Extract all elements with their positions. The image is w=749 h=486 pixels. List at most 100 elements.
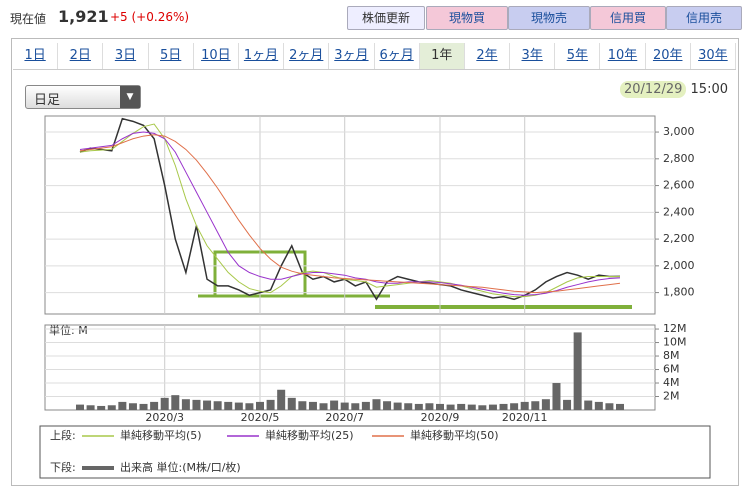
volume-bar: [308, 401, 317, 410]
price-label: 現在値: [10, 12, 47, 26]
volume-bar: [330, 400, 339, 410]
volume-bar: [393, 402, 402, 410]
tab[interactable]: 2ヶ月: [284, 43, 330, 69]
tab[interactable]: 5日: [149, 43, 194, 69]
button[interactable]: 現物売: [508, 6, 590, 30]
y-tick-label: 8M: [663, 349, 680, 362]
volume-bar: [192, 399, 201, 410]
volume-bar: [584, 400, 593, 410]
volume-bar: [605, 403, 614, 410]
tab[interactable]: 30年: [691, 43, 736, 69]
tab[interactable]: 20年: [646, 43, 691, 69]
tab[interactable]: 1年: [419, 43, 465, 69]
price: 1,921: [58, 7, 109, 26]
legend-entry: 単純移動平均(25): [265, 428, 354, 442]
y-tick-label: 12M: [663, 322, 687, 335]
date: 20/12/29: [620, 81, 687, 98]
ma-line: [79, 134, 621, 294]
volume-bar: [287, 397, 296, 410]
legend-entry: 出来高 単位:(M株/口/枚): [120, 460, 241, 474]
tab[interactable]: 10日: [194, 43, 239, 69]
tab[interactable]: 1ヶ月: [239, 43, 285, 69]
volume-bar: [266, 399, 275, 410]
arrow: ▼: [120, 86, 140, 108]
ma-line: [79, 123, 620, 298]
legend-label: 下段:: [50, 460, 76, 474]
volume-bar: [573, 332, 582, 410]
x-tick-label: 2020/11: [502, 411, 548, 424]
tab[interactable]: 2日: [58, 43, 104, 69]
tab[interactable]: 10年: [600, 43, 646, 69]
volume-bar: [488, 404, 497, 410]
volume-bar: [150, 401, 159, 410]
volume-bar: [510, 403, 519, 410]
x-tick-label: 2020/3: [145, 411, 184, 424]
volume-bar: [383, 401, 392, 410]
volume-bar: [107, 405, 116, 410]
volume-bar: [298, 401, 307, 410]
volume-bar: [86, 405, 95, 410]
price-line: [79, 117, 621, 301]
volume-bar: [245, 403, 254, 410]
volume-bar: [446, 404, 455, 410]
legend-entry: 単純移動平均(50): [410, 428, 499, 442]
tab[interactable]: 3日: [103, 43, 149, 69]
volume-bar: [414, 403, 423, 410]
volume-bar: [425, 403, 434, 410]
y-tick-label: 3,000: [663, 125, 695, 138]
volume-bar: [467, 404, 476, 410]
change: +5 (+0.26%): [110, 10, 190, 24]
volume-bar: [594, 401, 603, 410]
legend-entry: 単純移動平均(5): [120, 428, 202, 442]
y-tick-label: 4M: [663, 376, 680, 389]
volume-bar: [436, 403, 444, 410]
y-tick-label: 1,800: [663, 286, 695, 299]
button[interactable]: 株価更新: [347, 6, 425, 30]
x-tick-label: 2020/5: [241, 411, 280, 424]
volume-bar: [139, 403, 148, 410]
volume-bar: [541, 399, 550, 410]
volume-bar: [616, 403, 624, 410]
button[interactable]: 現物買: [426, 6, 508, 30]
volume-bar: [256, 401, 264, 410]
volume-bar: [128, 403, 137, 410]
volume-frame: [44, 324, 656, 411]
volume-bar: [372, 399, 381, 410]
timestamp: 20/12/29 15:00: [620, 81, 728, 98]
volume-bar: [340, 402, 349, 410]
volume-bar: [118, 401, 127, 410]
volume-bar: [181, 399, 190, 410]
tab[interactable]: 3ヶ月: [329, 43, 375, 69]
button[interactable]: 信用売: [666, 6, 742, 30]
interval: 日足: [34, 93, 61, 108]
y-tick-label: 6M: [663, 363, 680, 376]
button[interactable]: 信用買: [590, 6, 666, 30]
y-tick-label: 2,400: [663, 205, 695, 218]
tab[interactable]: 5年: [555, 43, 601, 69]
volume-bar: [563, 399, 572, 410]
time: 15:00: [690, 82, 728, 97]
y-tick-label: 2,200: [663, 232, 695, 245]
volume-bar: [520, 401, 529, 410]
unit-label: 単位: M: [49, 323, 88, 337]
volume-bar: [160, 397, 169, 410]
price-frame: [44, 115, 656, 315]
y-tick-label: 2M: [663, 390, 680, 403]
tab[interactable]: 6ヶ月: [375, 43, 420, 69]
volume-bar: [213, 401, 222, 410]
tab[interactable]: 3年: [510, 43, 556, 69]
x-tick-label: 2020/7: [325, 411, 364, 424]
x-tick-label: 2020/9: [421, 411, 460, 424]
volume-bar: [224, 401, 233, 410]
volume-bar: [76, 404, 84, 410]
tabs: 1日 2日 3日 5日 10日 1ヶ月 2ヶ月 3ヶ月 6ヶ月 1年 2年 3年 5年 10年 20年 30年: [13, 43, 736, 70]
legend-box: [39, 425, 711, 479]
interval-select[interactable]: 日足 ▼: [25, 85, 141, 109]
volume-bar: [234, 402, 243, 410]
volume-bar: [552, 383, 561, 410]
legend-label: 上段:: [50, 428, 76, 442]
tab[interactable]: 2年: [465, 43, 511, 69]
tab[interactable]: 1日: [13, 43, 59, 69]
volume-bar: [171, 395, 180, 410]
